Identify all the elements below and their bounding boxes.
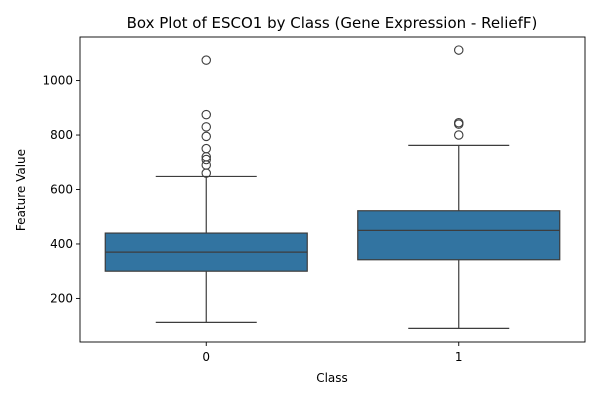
outlier-point bbox=[201, 154, 212, 165]
y-tick-label: 800 bbox=[50, 128, 73, 142]
x-tick-label: 0 bbox=[202, 350, 210, 364]
outlier-point bbox=[201, 143, 212, 154]
outlier-point bbox=[201, 109, 212, 120]
y-tick-label: 200 bbox=[50, 291, 73, 305]
y-tick-label: 1000 bbox=[42, 74, 73, 88]
outlier-point bbox=[201, 55, 212, 65]
x-tick-label: 1 bbox=[455, 350, 463, 364]
iqr-box bbox=[357, 210, 561, 261]
x-axis-label: Class bbox=[316, 371, 348, 385]
y-tick-label: 400 bbox=[50, 237, 73, 251]
y-axis-label: Feature Value bbox=[14, 149, 28, 231]
plot-area: 200 400 600 800 1000 0 1 bbox=[42, 45, 561, 364]
outlier-point bbox=[201, 131, 212, 142]
outlier-point bbox=[453, 118, 464, 128]
outlier-point bbox=[453, 130, 464, 140]
outlier-point bbox=[453, 45, 464, 55]
outlier-point bbox=[201, 122, 212, 132]
plot-frame bbox=[79, 36, 586, 343]
y-tick-label: 600 bbox=[50, 183, 73, 197]
chart-title: Box Plot of ESCO1 by Class (Gene Express… bbox=[127, 14, 538, 32]
